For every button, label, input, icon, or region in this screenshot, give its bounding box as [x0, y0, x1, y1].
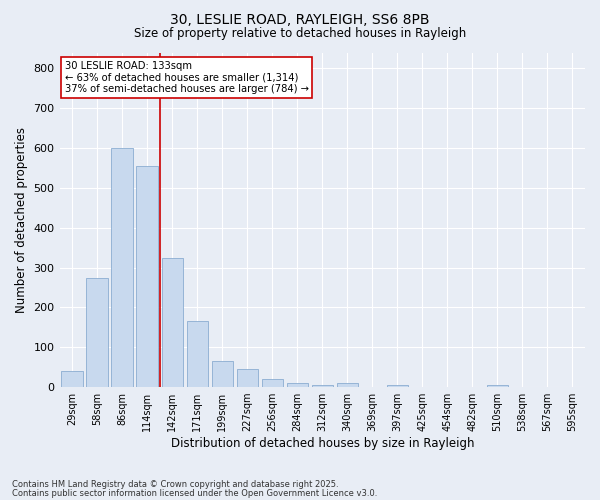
Bar [487, 385, 508, 387]
Bar [262, 379, 283, 387]
Bar [311, 385, 333, 387]
Bar [337, 383, 358, 387]
Text: Contains public sector information licensed under the Open Government Licence v3: Contains public sector information licen… [12, 489, 377, 498]
Bar [387, 385, 408, 387]
Bar [287, 383, 308, 387]
Bar [86, 278, 108, 387]
X-axis label: Distribution of detached houses by size in Rayleigh: Distribution of detached houses by size … [170, 437, 474, 450]
Text: 30 LESLIE ROAD: 133sqm
← 63% of detached houses are smaller (1,314)
37% of semi-: 30 LESLIE ROAD: 133sqm ← 63% of detached… [65, 61, 309, 94]
Bar [212, 361, 233, 387]
Bar [112, 148, 133, 387]
Bar [61, 371, 83, 387]
Bar [187, 322, 208, 387]
Bar [161, 258, 183, 387]
Bar [236, 369, 258, 387]
Text: 30, LESLIE ROAD, RAYLEIGH, SS6 8PB: 30, LESLIE ROAD, RAYLEIGH, SS6 8PB [170, 12, 430, 26]
Bar [136, 166, 158, 387]
Text: Contains HM Land Registry data © Crown copyright and database right 2025.: Contains HM Land Registry data © Crown c… [12, 480, 338, 489]
Y-axis label: Number of detached properties: Number of detached properties [15, 127, 28, 313]
Text: Size of property relative to detached houses in Rayleigh: Size of property relative to detached ho… [134, 28, 466, 40]
